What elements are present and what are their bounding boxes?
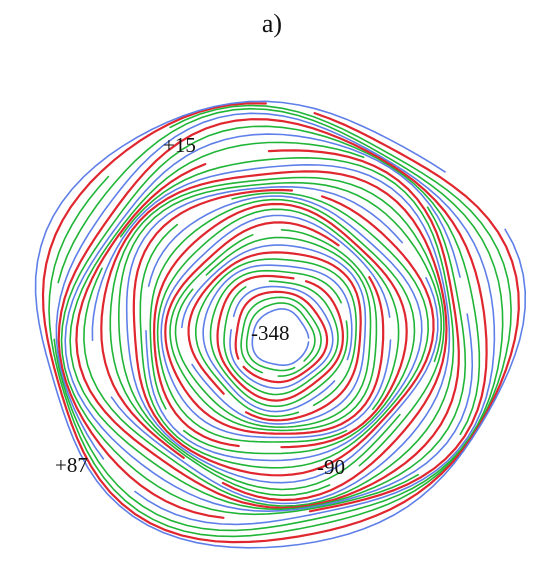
contour-ring-green — [240, 296, 322, 377]
annotation-top-left: +15 — [163, 133, 196, 157]
contour-ring-red — [132, 188, 435, 477]
contour-ring-red — [57, 118, 488, 519]
contour-ring-green — [139, 192, 429, 469]
contour-ring-blue — [202, 264, 353, 413]
contour-ring-red — [187, 251, 362, 422]
contour-ring-red — [164, 221, 385, 435]
contour-ring-blue — [64, 133, 474, 513]
contour-ring-green — [245, 302, 316, 372]
contour-ring-green — [174, 236, 372, 429]
contour-ring-blue — [181, 244, 367, 425]
contour-ring-red — [41, 102, 520, 544]
contour-ring-green — [117, 181, 442, 491]
contour-ring-green — [209, 269, 349, 408]
contour-ring-blue — [55, 112, 496, 526]
contour-ring-red — [75, 149, 460, 509]
contour-ring-blue — [251, 308, 310, 366]
annotation-bottom-right: -90 — [317, 455, 345, 479]
contour-ring-red — [100, 170, 448, 502]
annotation-bottom-left: +87 — [55, 453, 88, 477]
contour-rings — [34, 100, 527, 549]
contour-ring-green — [223, 280, 339, 396]
contour-ring-green — [109, 176, 445, 497]
contour-ring-blue — [91, 163, 451, 505]
contour-ring-red — [216, 274, 344, 402]
contour-ring-blue — [125, 185, 439, 484]
contour-ring-blue — [160, 214, 392, 439]
contour-ring-red — [234, 290, 329, 384]
contour-ring-blue — [145, 195, 423, 462]
contour-ring-blue — [34, 100, 527, 549]
contour-ring-green — [60, 125, 481, 516]
contour-ring-green — [195, 258, 358, 418]
annotation-center: -348 — [251, 321, 290, 345]
contour-ring-green — [169, 229, 378, 432]
contour-ring-green — [149, 198, 416, 455]
contour-ring-green — [53, 107, 504, 532]
contour-ring-green — [156, 208, 400, 443]
contour-ring-red — [152, 202, 408, 449]
contour-ring-blue — [229, 285, 334, 390]
contour-ring-green — [69, 141, 467, 511]
contour-ring-green — [83, 156, 455, 507]
panel-label: a) — [262, 9, 282, 38]
